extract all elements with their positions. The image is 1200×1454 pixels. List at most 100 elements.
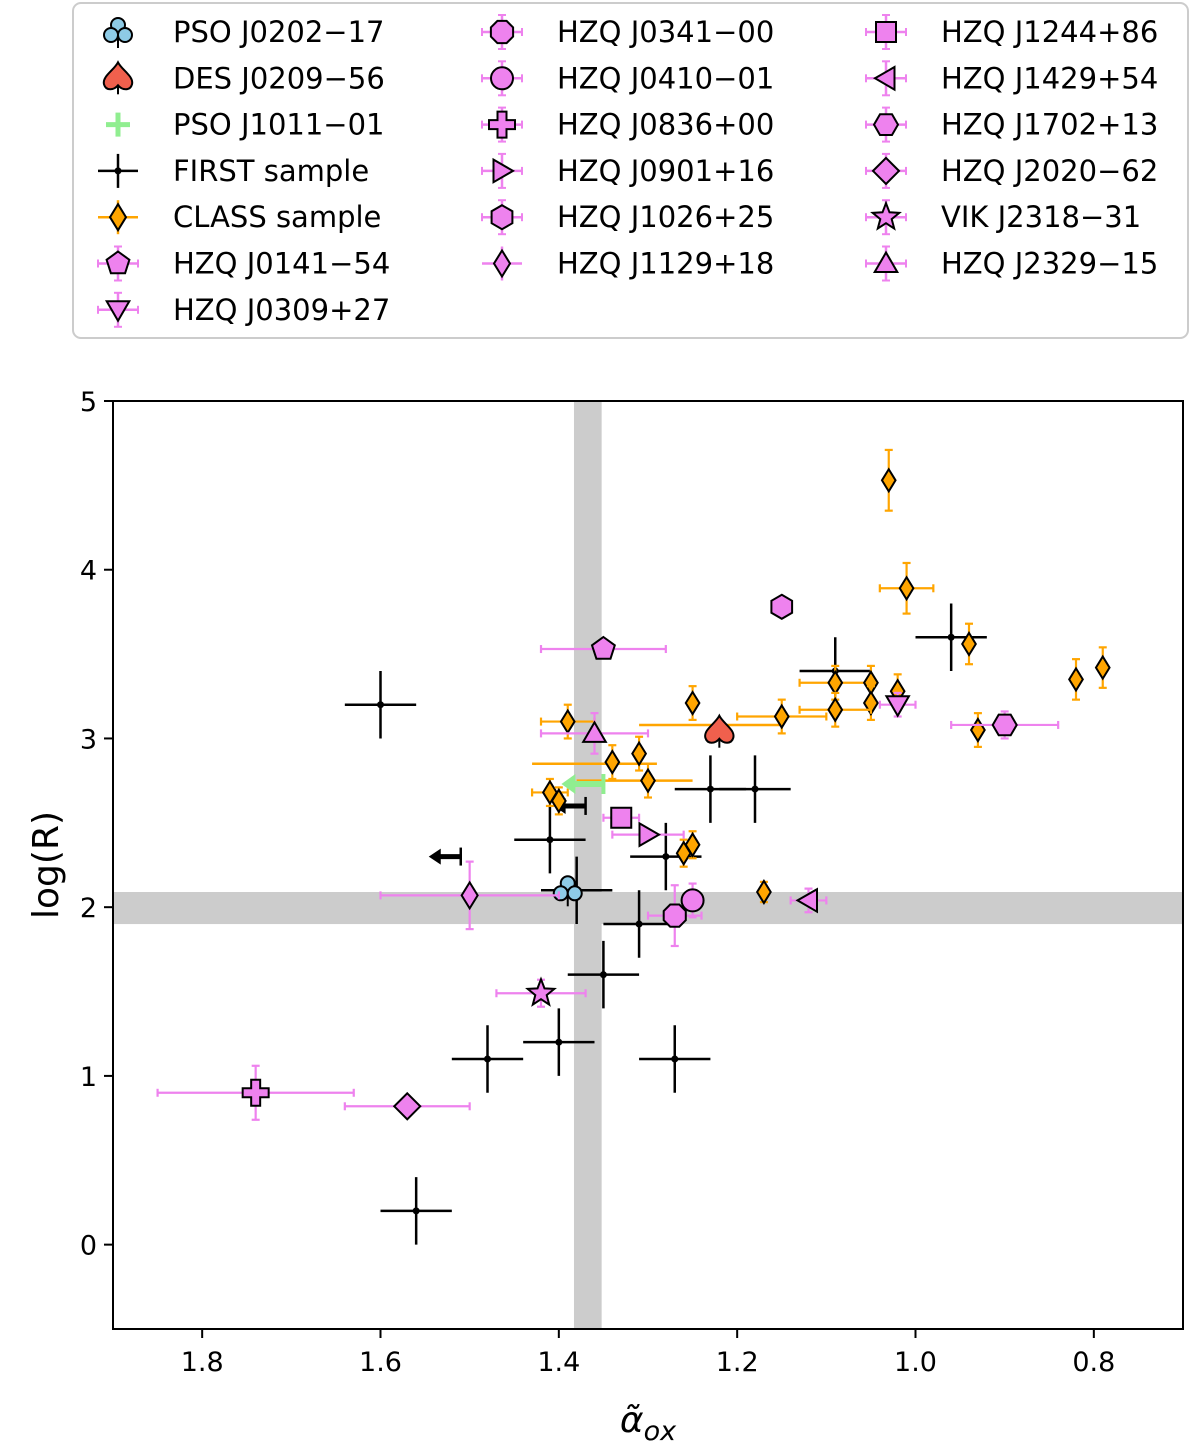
plot-area	[113, 401, 1183, 1329]
hzq-j0410-01-point-marker	[680, 888, 705, 913]
legend-marker	[488, 110, 516, 139]
first-point-marker	[546, 836, 554, 844]
first-point-marker	[751, 785, 759, 793]
first-point-marker-shape	[671, 1055, 679, 1063]
legend-label: HZQ J0836+00	[557, 108, 774, 142]
class-point-marker-shape	[684, 690, 701, 716]
class-point-marker	[773, 703, 790, 730]
vik-j2318-31-point-marker-shape	[525, 976, 557, 1007]
legend-entry: HZQ J1244+86	[865, 14, 1158, 50]
legend-label: HZQ J1244+86	[941, 15, 1158, 49]
legend-marker-lobe-left	[103, 27, 119, 43]
hzq-j0836-00-point-marker	[241, 1078, 270, 1107]
legend-marker-shape	[114, 167, 122, 175]
legend-entry: FIRST sample	[98, 153, 369, 188]
hzq-j0836-00-point-marker-shape	[241, 1078, 270, 1107]
class-point-marker	[559, 708, 576, 735]
legend-label: HZQ J1129+18	[557, 247, 774, 281]
legend-label: HZQ J1702+13	[941, 108, 1158, 142]
first-point-marker-shape	[546, 836, 554, 844]
hzq-j1702-13-point-marker-shape	[991, 713, 1018, 737]
y-tick-label: 3	[80, 724, 97, 755]
class-point-marker-shape	[773, 703, 790, 730]
x-tick-label: 1.8	[181, 1347, 224, 1378]
legend-marker	[873, 65, 896, 92]
hzq-j2020-62-point	[343, 1091, 471, 1121]
y-tick-label: 2	[80, 893, 97, 924]
hzq-j0410-01-point	[680, 882, 705, 919]
axes: 1.8 1.6 1.4 1.2 1.0 0.8 0 1 2 3 4 5 α̃ox log(R)	[26, 387, 1184, 1447]
legend-marker-shape	[489, 19, 515, 45]
legend-marker	[102, 60, 134, 95]
legend-marker-shape	[488, 110, 516, 139]
legend-marker-shape	[490, 66, 514, 91]
legend-marker	[105, 250, 131, 275]
hzq-j2329-15-point-marker-shape	[581, 720, 608, 743]
legend-marker-shape	[490, 204, 514, 231]
class-sample-point	[684, 830, 701, 860]
hzq-j0309-27-point	[878, 691, 917, 718]
class-sample-point	[736, 698, 828, 735]
first-point-marker-shape	[484, 1055, 491, 1063]
hzq-j0141-54-point-marker-shape	[590, 635, 616, 660]
legend-label: HZQ J2329−15	[941, 247, 1158, 281]
x-tick-label: 1.2	[716, 1347, 759, 1378]
vik-j2318-31-point	[495, 976, 587, 1008]
class-sample-point	[798, 691, 873, 728]
class-point-marker	[969, 717, 986, 743]
legend-entry: HZQ J1129+18	[482, 246, 774, 281]
des-j0209-56-point-marker	[704, 713, 735, 748]
class-sample-point	[755, 879, 772, 905]
legend-entry: HZQ J2329−15	[865, 245, 1158, 282]
legend-marker	[870, 200, 902, 231]
class-sample-point	[880, 448, 897, 512]
first-sample-point	[567, 940, 640, 1009]
class-point-marker-shape	[755, 879, 772, 905]
legend-marker-shape	[870, 200, 902, 231]
first-point-marker	[412, 1207, 420, 1215]
legend-marker	[492, 248, 512, 279]
legend-entry: HZQ J0341−00	[481, 14, 774, 50]
hzq-j1129-18-point-marker	[460, 880, 479, 911]
class-point-marker-shape	[604, 749, 621, 776]
class-sample-point	[1094, 646, 1111, 689]
legend-entry: CLASS sample	[98, 200, 381, 235]
legend-label: HZQ J0410−01	[557, 61, 774, 95]
y-tick-label: 0	[80, 1231, 97, 1262]
hzq-j1429-54-point	[789, 887, 828, 914]
class-point-marker-shape	[827, 696, 844, 723]
hzq-j0901-16-point-marker-shape	[638, 821, 662, 848]
hzq-j1244-86-point	[602, 806, 641, 829]
x-axis-label-main: α̃	[620, 1400, 644, 1441]
hzq-j0901-16-point-marker	[638, 821, 662, 848]
class-point-marker	[604, 749, 621, 776]
x-tick-label: 0.8	[1072, 1347, 1115, 1378]
y-tick-label: 4	[80, 556, 97, 587]
first-point-marker	[484, 1055, 491, 1063]
hzq-j0341-00-point-marker-shape	[662, 903, 687, 928]
class-point-marker	[961, 631, 977, 657]
legend-entry: HZQ J1702+13	[865, 106, 1158, 143]
hzq-j0141-54-point	[539, 635, 667, 660]
hzq-j1026-25-point	[770, 593, 794, 620]
legend-marker-shape	[875, 21, 897, 43]
first-sample-point	[451, 1025, 524, 1093]
hzq-j0410-01-point-marker-shape	[680, 888, 705, 913]
hzq-j1429-54-point-marker	[795, 887, 818, 914]
legend-entry: HZQ J1026+25	[481, 199, 774, 236]
x-tick-label: 1.6	[359, 1347, 402, 1378]
x-tick-label: 1.4	[537, 1347, 580, 1378]
legend-marker	[104, 300, 132, 323]
hzq-j0141-54-point-marker	[590, 635, 616, 660]
first-point-marker	[671, 1055, 679, 1063]
class-point-marker-shape	[969, 717, 986, 743]
first-sample-point	[639, 1025, 711, 1093]
hzq-j1026-25-point-marker-shape	[770, 593, 794, 620]
plot-clip-group	[113, 401, 1183, 1329]
first-point-marker-shape	[635, 920, 643, 928]
class-point-marker	[755, 879, 772, 905]
legend-marker	[492, 157, 515, 184]
class-point-marker-shape	[640, 767, 656, 794]
class-point-marker-shape	[631, 740, 648, 767]
first-sample-point	[719, 755, 791, 823]
